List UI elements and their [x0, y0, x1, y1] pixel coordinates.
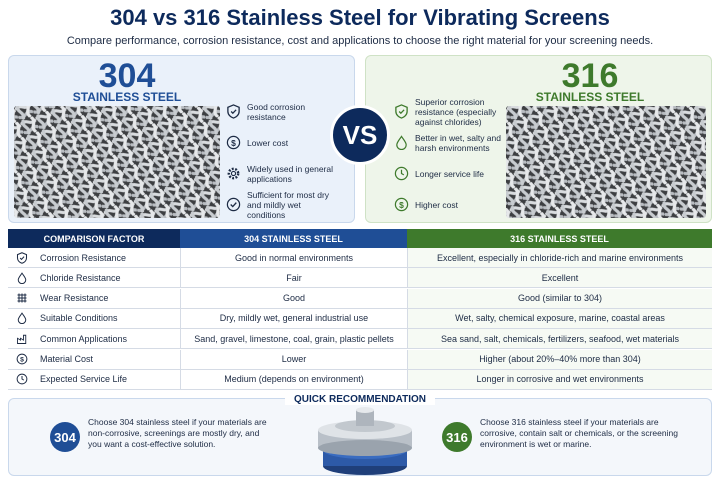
feature: Good corrosion resistance — [226, 96, 338, 127]
grade: 304 — [98, 57, 156, 95]
badge: 316 — [442, 422, 472, 452]
icon: $ — [16, 353, 28, 365]
icon — [227, 167, 240, 180]
grade-label: STAINLESS STEEL — [72, 90, 182, 104]
screen-machine — [318, 407, 412, 475]
subtitle: Compare performance, corrosion resistanc… — [66, 35, 654, 47]
feature: Sufficient for most dry and mildly wet c… — [226, 189, 338, 220]
icon: $ — [394, 197, 409, 212]
cell-text: Excellent — [541, 272, 579, 283]
header-cell: COMPARISON FACTOR — [8, 229, 180, 248]
table-cell: Sea sand, salt, chemicals, fertilizers, … — [407, 329, 712, 350]
cell-text: Medium (depends on environment) — [224, 374, 364, 385]
cell-text: Higher (about 20%–40% more than 304) — [479, 354, 641, 364]
icon — [16, 251, 28, 264]
feature: Superior corrosion resistance (especiall… — [394, 96, 504, 127]
comparison-table: COMPARISON FACTOR 304 STAINLESS STEEL 316 … — [8, 229, 712, 390]
badge: 304 — [50, 422, 80, 452]
icon — [394, 166, 409, 181]
table-cell: Higher (about 20%–40% more than 304) — [407, 349, 712, 370]
cell-text: Good (similar to 304) — [517, 293, 603, 304]
factor-name: Wear Resistance — [40, 293, 109, 304]
table-cell: Common Applications — [8, 329, 180, 350]
table-cell: Wet, salty, chemical exposure, marine, c… — [407, 308, 712, 329]
feature: $ Higher cost — [394, 189, 504, 220]
icon — [17, 334, 27, 344]
feature-text: Longer service life — [415, 168, 484, 179]
mesh-image — [14, 106, 220, 218]
feature-text: Better in wet, salty and harsh environme… — [415, 132, 501, 153]
cell-text: Longer in corrosive and wet environments — [476, 374, 644, 385]
cell-text: Sea sand, salt, chemicals, fertilizers, … — [440, 333, 680, 344]
table-cell: Corrosion Resistance — [8, 248, 180, 268]
factor-name: Chloride Resistance — [40, 272, 121, 283]
icon — [17, 272, 27, 284]
title: 304 vs 316 Stainless Steel for Vibrating… — [110, 5, 610, 30]
icon — [227, 104, 240, 119]
feature-text: Higher cost — [415, 199, 458, 210]
cell-text: Good — [282, 293, 306, 304]
table-cell: Fair — [180, 268, 407, 289]
cell-text: Sand, gravel, limestone, coal, grain, pl… — [194, 333, 394, 344]
cell-text: Excellent, especially in chloride-rich a… — [436, 252, 684, 263]
feature-list: Good corrosion resistance $ Lower cost Wide… — [226, 96, 338, 220]
recommendation-text: Choose 304 stainless steel if your mater… — [88, 417, 267, 449]
icon — [395, 104, 408, 119]
table-cell: Chloride Resistance — [8, 268, 180, 289]
cell-text: Dry, mildly wet, general industrial use — [219, 313, 369, 324]
feature-text: Superior corrosion resistance (especiall… — [415, 96, 497, 127]
feature-text: Sufficient for most dry and mildly wet c… — [247, 189, 330, 220]
table-cell: Good (similar to 304) — [407, 288, 712, 309]
svg-text:$: $ — [20, 357, 24, 364]
icon: $ — [226, 135, 241, 150]
feature: Widely used in general applications — [226, 158, 338, 189]
table-cell: Excellent, especially in chloride-rich a… — [407, 248, 712, 268]
svg-text:$: $ — [399, 200, 404, 210]
feature: Longer service life — [394, 158, 504, 189]
table-cell: Dry, mildly wet, general industrial use — [180, 308, 407, 329]
table-cell: Excellent — [407, 268, 712, 289]
svg-text:$: $ — [231, 138, 236, 148]
recommendation-title: QUICK RECOMMENDATION — [285, 394, 435, 405]
factor-name: Common Applications — [40, 333, 128, 344]
vs-badge: VS — [330, 105, 390, 165]
table-cell: Wear Resistance — [8, 289, 180, 309]
table-cell: Suitable Conditions — [8, 309, 180, 329]
icon — [396, 135, 407, 150]
cell-text: Lower — [281, 354, 307, 364]
cell-text: Fair — [286, 272, 302, 283]
recommendation-text: Choose 316 stainless steel if your mater… — [480, 417, 678, 449]
factor-name: Material Cost — [40, 354, 94, 364]
table-cell: Medium (depends on environment) — [180, 369, 407, 390]
feature-text: Lower cost — [247, 137, 289, 148]
factor-name: Expected Service Life — [40, 374, 128, 385]
table-cell: Longer in corrosive and wet environments — [407, 369, 712, 390]
table-cell: $ Material Cost — [8, 350, 180, 370]
icon — [226, 197, 241, 212]
grade-label: STAINLESS STEEL — [535, 90, 645, 104]
header-cell: 316 STAINLESS STEEL — [407, 229, 712, 248]
icon — [16, 373, 28, 385]
table-cell: Lower — [180, 349, 407, 370]
factor-name: Corrosion Resistance — [40, 252, 127, 263]
mesh-image — [506, 106, 706, 218]
table-cell: Good — [180, 288, 407, 309]
header-cell: 304 STAINLESS STEEL — [180, 229, 407, 248]
feature: $ Lower cost — [226, 127, 338, 158]
table-cell: Sand, gravel, limestone, coal, grain, pl… — [180, 329, 407, 350]
factor-name: Suitable Conditions — [40, 313, 118, 324]
cell-text: Wet, salty, chemical exposure, marine, c… — [455, 313, 665, 324]
icon — [17, 293, 27, 303]
feature: Better in wet, salty and harsh environme… — [394, 127, 504, 158]
table-cell: Expected Service Life — [8, 370, 180, 390]
table-cell: Good in normal environments — [180, 248, 407, 268]
feature-text: Good corrosion resistance — [247, 101, 306, 122]
grade: 316 — [561, 57, 619, 95]
feature-text: Widely used in general applications — [247, 163, 333, 184]
cell-text: Good in normal environments — [234, 252, 354, 263]
feature-list: Superior corrosion resistance (especiall… — [394, 96, 504, 220]
icon — [17, 312, 27, 325]
